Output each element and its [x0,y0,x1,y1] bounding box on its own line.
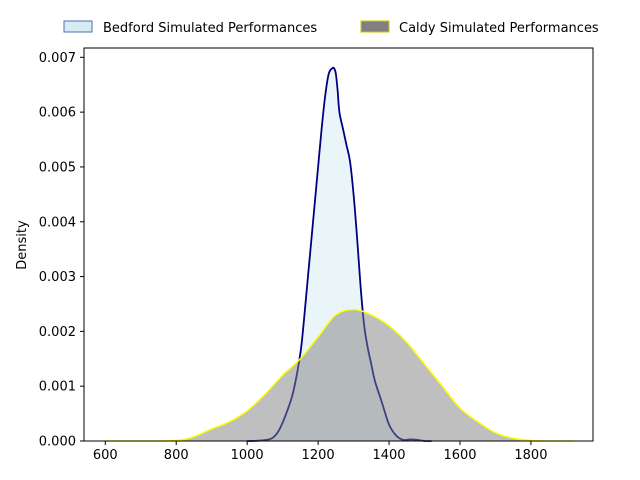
y-tick-label: 0.001 [39,380,76,395]
x-tick-label: 1200 [302,448,335,463]
y-axis: 0.000 0.001 0.002 0.003 0.004 0.005 0.006 0.007 [39,51,84,450]
x-tick-label: 800 [164,448,189,463]
x-tick-label: 1600 [443,448,476,463]
legend-swatch-bedford [63,20,93,33]
y-tick-label: 0.006 [39,106,76,121]
series-1-area [105,309,574,441]
legend-swatch-caldy [360,20,390,33]
series-0-area [247,67,432,441]
plot-area [105,66,574,442]
y-tick-label: 0.003 [39,270,76,285]
series-1-line [105,308,574,442]
legend-label-bedford: Bedford Simulated Performances [103,21,317,36]
y-tick-label: 0.005 [39,160,76,175]
legend: Bedford Simulated Performances Caldy Sim… [63,20,599,36]
x-tick-label: 1400 [372,448,405,463]
y-tick-label: 0.000 [39,435,76,450]
y-tick-label: 0.002 [39,325,76,340]
y-tick-label: 0.007 [39,51,76,66]
x-axis: 600 800 1000 1200 1400 1600 1800 [93,441,547,463]
y-axis-title: Density [15,220,30,270]
legend-label-caldy: Caldy Simulated Performances [399,21,599,36]
x-tick-label: 1000 [231,448,264,463]
y-tick-label: 0.004 [39,215,76,230]
plot-frame [83,47,594,442]
x-tick-label: 600 [93,448,118,463]
x-tick-label: 1800 [514,448,547,463]
